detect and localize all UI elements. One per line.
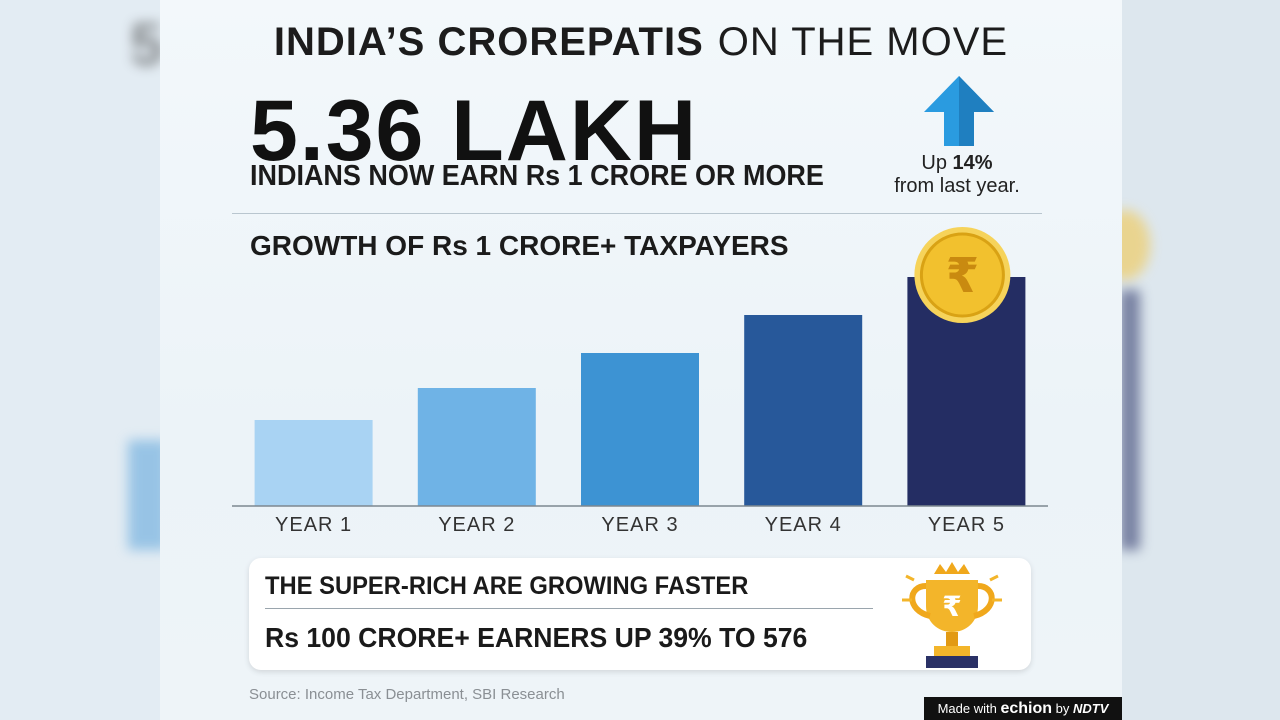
bar-year-2	[417, 388, 536, 506]
background-ghost	[1120, 210, 1150, 280]
highlight-line2: Rs 100 CRORE+ EARNERS UP 39% TO 576	[265, 622, 808, 653]
subline: INDIANS NOW EARN Rs 1 CRORE OR MORE	[250, 160, 824, 192]
background-ghost	[1120, 290, 1140, 550]
brand-ndtv: NDTV	[1073, 701, 1109, 716]
brand-by: by	[1055, 701, 1070, 716]
brand-badge: Made with echion by NDTV	[924, 697, 1122, 720]
x-tick-label: YEAR 4	[765, 514, 842, 536]
bar-year-1	[254, 420, 373, 506]
big-number: 5.36 LAKH	[250, 83, 699, 179]
change-prefix: Up	[921, 152, 947, 174]
change-value: 14%	[952, 152, 993, 174]
headline-normal: ON THE MOVE	[717, 20, 1009, 64]
headline: INDIA’S CROREPATIS ON THE MOVE	[160, 20, 1122, 65]
trophy-icon: ₹	[902, 562, 1002, 668]
x-tick-label: YEAR 1	[275, 514, 352, 536]
infographic-card: INDIA’S CROREPATIS ON THE MOVE 5.36 LAKH …	[160, 0, 1122, 720]
background-left: 5	[0, 0, 160, 720]
background-ghost: 5	[130, 11, 160, 78]
rupee-coin-icon: ₹	[914, 227, 1011, 323]
highlight-box: THE SUPER-RICH ARE GROWING FASTER Rs 100…	[249, 558, 1031, 670]
svg-text:₹: ₹	[946, 248, 979, 304]
background-right	[1120, 0, 1280, 720]
bar-year-4	[744, 315, 863, 506]
svg-text:₹: ₹	[942, 590, 961, 623]
divider	[232, 213, 1042, 214]
up-arrow-icon	[924, 76, 994, 146]
change-text: Up 14% from last year.	[872, 152, 1042, 198]
chart-title: GROWTH OF Rs 1 CRORE+ TAXPAYERS	[250, 230, 789, 261]
bar-year-3	[581, 353, 699, 506]
brand-made-with: Made with	[937, 701, 997, 716]
brand-echion: echion	[1000, 700, 1053, 717]
highlight-divider	[265, 608, 873, 609]
x-tick-label: YEAR 3	[601, 514, 678, 536]
background-ghost	[128, 440, 160, 550]
x-tick-label: YEAR 5	[928, 514, 1005, 536]
source-note: Source: Income Tax Department, SBI Resea…	[249, 686, 565, 703]
headline-bold: INDIA’S CROREPATIS	[273, 20, 704, 64]
change-suffix: from last year.	[894, 175, 1020, 197]
highlight-line1: THE SUPER-RICH ARE GROWING FASTER	[265, 572, 749, 600]
x-tick-label: YEAR 2	[438, 514, 515, 536]
bar-chart: YEAR 1 YEAR 2 YEAR 3 YEAR 4 YEAR 5 ₹	[232, 227, 1048, 536]
